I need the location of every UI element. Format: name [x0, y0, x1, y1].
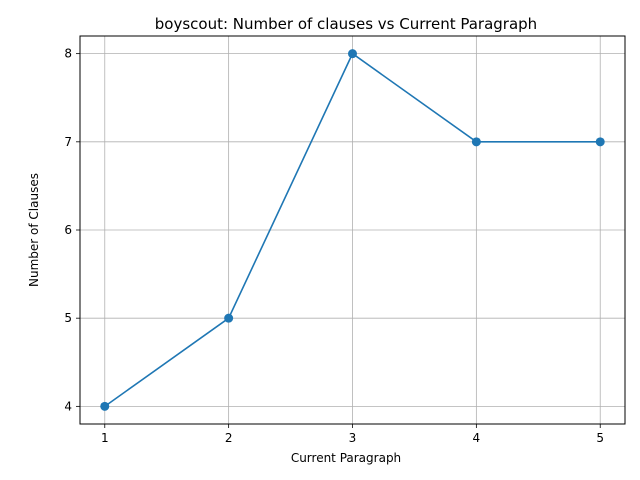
- chart-title: boyscout: Number of clauses vs Current P…: [155, 15, 537, 33]
- series-layer: [100, 49, 605, 411]
- y-tick-label-1: 5: [64, 311, 72, 325]
- y-tick-label-3: 7: [64, 135, 72, 149]
- data-point-0-3: [471, 137, 481, 147]
- y-axis-label: Number of Clauses: [27, 173, 41, 287]
- data-point-0-0: [100, 401, 110, 411]
- y-tick-label-0: 4: [64, 399, 72, 413]
- x-tick-label-3: 4: [473, 431, 481, 445]
- x-tick-label-1: 2: [225, 431, 233, 445]
- x-tick-label-4: 5: [596, 431, 604, 445]
- y-tick-label-2: 6: [64, 223, 72, 237]
- x-tick-label-0: 1: [101, 431, 109, 445]
- data-point-0-2: [348, 49, 357, 59]
- x-axis-ticks: 1 2 3 4 5: [101, 424, 604, 445]
- y-axis-ticks: 4 5 6 7 8: [64, 47, 80, 413]
- x-tick-label-2: 3: [349, 431, 357, 445]
- y-tick-label-4: 8: [64, 47, 72, 61]
- data-point-0-1: [224, 313, 234, 323]
- data-point-0-4: [595, 137, 605, 147]
- x-axis-label: Current Paragraph: [291, 451, 401, 465]
